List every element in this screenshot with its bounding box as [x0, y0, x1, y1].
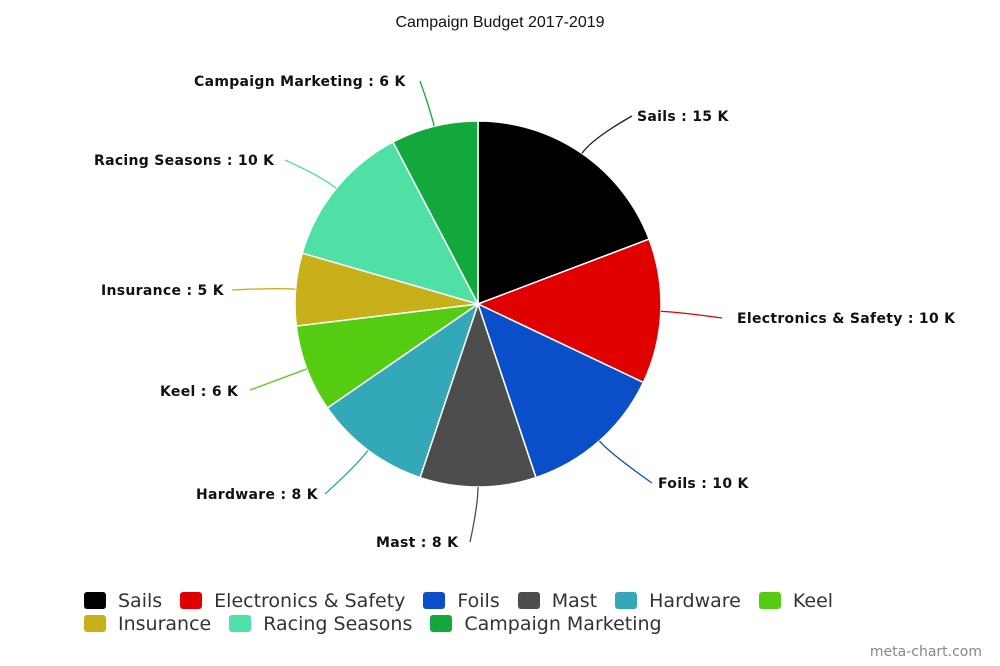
legend-item-mast: Mast: [517, 589, 598, 612]
legend: Sails Electronics & Safety Foils Mast Hardwa…: [84, 589, 944, 635]
legend-label: Keel: [792, 589, 834, 612]
data-label-keel: Keel : 6 K: [160, 384, 239, 400]
watermark: meta-chart.com: [869, 644, 982, 660]
legend-item-electronics-and-safety: Electronics & Safety: [180, 590, 405, 612]
leader-line-foils: [598, 440, 653, 484]
legend-swatch: [517, 592, 540, 609]
legend-swatch: [84, 615, 106, 632]
chart-title: Campaign Budget 2017-2019: [395, 14, 604, 31]
legend-row: Sails Electronics & Safety Foils Mast Hardwa…: [84, 589, 944, 612]
legend-swatch: [180, 592, 203, 609]
legend-swatch: [615, 592, 638, 609]
legend-label: Hardware: [649, 589, 741, 612]
data-label-insurance: Insurance : 5 K: [101, 283, 225, 299]
leader-line-campaign-marketing: [419, 80, 435, 127]
legend-item-sails: Sails: [84, 590, 162, 612]
data-label-mast: Mast : 8 K: [376, 535, 459, 551]
legend-label: Foils: [457, 589, 500, 612]
pie-slice-hardware: [326, 302, 480, 479]
data-label-racing-seasons: Racing Seasons : 10 K: [94, 153, 275, 169]
legend-item-hardware: Hardware: [615, 590, 741, 612]
leader-line-keel: [249, 368, 308, 391]
legend-swatch: [84, 592, 106, 609]
legend-swatch: [229, 615, 252, 632]
leader-line-electronics-and-safety: [660, 310, 723, 319]
legend-item-foils: Foils: [423, 589, 500, 612]
legend-label: Insurance: [118, 612, 212, 635]
legend-row: Insurance Racing Seasons Campaign Marketin…: [84, 612, 944, 635]
legend-label: Mast: [551, 589, 598, 612]
pie-slice-campaign-marketing: [391, 120, 479, 305]
legend-label: Sails: [118, 589, 163, 612]
legend-label: Electronics & Safety: [214, 589, 406, 612]
pie-chart: Campaign Budget 2017-2019 Sails : 15 K El…: [94, 14, 956, 551]
pie-slice-racing-seasons: [301, 140, 480, 306]
legend-swatch: [430, 615, 453, 632]
data-label-foils: Foils : 10 K: [658, 476, 750, 492]
legend-item-campaign-marketing: Campaign Marketing: [430, 612, 662, 635]
pie-slice-mast: [419, 301, 537, 488]
leader-line-mast: [469, 486, 479, 543]
legend-swatch: [423, 592, 446, 609]
data-label-sails: Sails : 15 K: [637, 109, 729, 125]
leader-line-racing-seasons: [284, 159, 337, 189]
legend-label: Racing Seasons: [263, 612, 413, 635]
pie-slice-electronics-and-safety: [476, 238, 662, 384]
legend-item-racing-seasons: Racing Seasons: [229, 613, 412, 635]
leader-line-hardware: [324, 449, 369, 495]
leader-line-insurance: [231, 288, 296, 291]
legend-item-insurance: Insurance: [84, 613, 211, 635]
data-label-campaign-marketing: Campaign Marketing : 6 K: [194, 74, 406, 90]
legend-item-keel: Keel: [758, 589, 834, 612]
data-label-electronics-and-safety: Electronics & Safety : 10 K: [737, 311, 956, 327]
legend-label: Campaign Marketing: [464, 612, 662, 635]
pie-slice-foils: [476, 302, 645, 479]
data-label-hardware: Hardware : 8 K: [196, 487, 319, 503]
legend-swatch: [758, 592, 781, 609]
leader-line-sails: [581, 115, 633, 154]
